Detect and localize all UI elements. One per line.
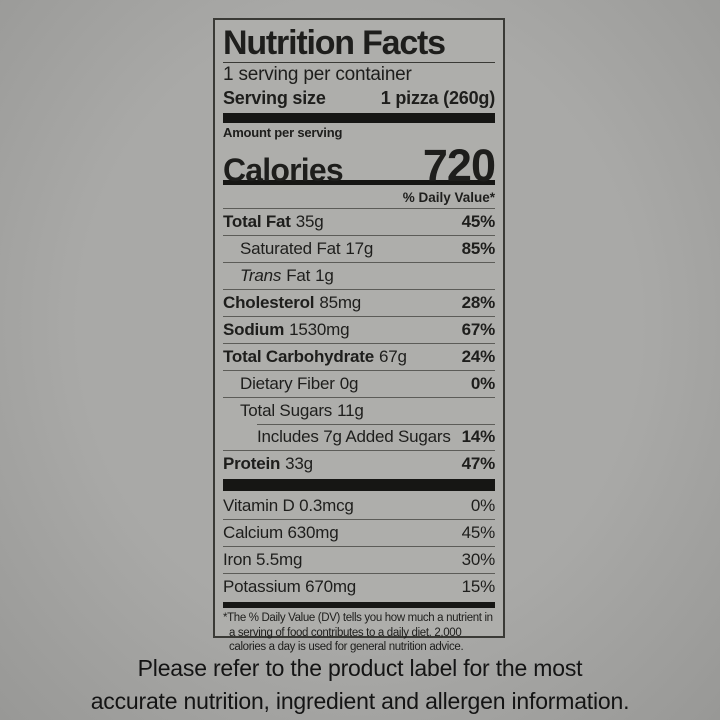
- nutrient-name: Protein: [223, 454, 281, 473]
- nutrient-amount: 67g: [379, 347, 407, 366]
- nutrient-name: Fat: [286, 266, 311, 285]
- vitamin-name: Vitamin D 0.3mcg: [223, 496, 354, 515]
- medium-divider-bar: [223, 180, 495, 185]
- nutrient-dv: 24%: [461, 347, 496, 366]
- nutrient-name: Saturated Fat: [240, 239, 341, 258]
- vitamin-row-calcium: Calcium 630mg 45%: [223, 519, 495, 546]
- disclaimer-line-1: Please refer to the product label for th…: [137, 655, 583, 681]
- nutrient-dv: 28%: [461, 293, 496, 312]
- nutrient-row-saturated-fat: Saturated Fat 17g 85%: [223, 235, 495, 262]
- nutrient-dv: 0%: [470, 374, 495, 393]
- vitamin-row-vitamin-d: Vitamin D 0.3mcg 0%: [223, 493, 495, 519]
- nutrient-amount: 1g: [315, 266, 334, 285]
- nutrient-name: Total Carbohydrate: [223, 347, 374, 366]
- nutrient-name: Total Sugars: [240, 401, 333, 420]
- thick-divider-bar: [223, 479, 495, 491]
- vitamin-dv: 45%: [461, 523, 496, 542]
- label-title: Nutrition Facts: [223, 25, 495, 63]
- nutrient-row-total-sugars: Total Sugars 11g: [223, 397, 495, 424]
- nutrition-facts-label: Nutrition Facts 1 serving per container …: [213, 18, 505, 653]
- nutrient-dv: 67%: [461, 320, 496, 339]
- nutrient-amount: 0g: [339, 374, 359, 393]
- serving-size-value: 1 pizza (260g): [380, 88, 495, 108]
- nutrient-dv: 14%: [461, 427, 496, 446]
- nutrient-name: Includes 7g Added Sugars: [257, 427, 451, 446]
- nutrient-name: Dietary Fiber: [240, 374, 335, 393]
- nutrient-row-protein: Protein 33g 47%: [223, 450, 495, 477]
- amount-per-serving-label: Amount per serving: [223, 125, 343, 140]
- nutrient-row-dietary-fiber: Dietary Fiber 0g 0%: [223, 370, 495, 397]
- servings-per-container: 1 serving per container: [223, 64, 412, 85]
- calories-label: Calories: [223, 152, 344, 188]
- disclaimer-line-2: accurate nutrition, ingredient and aller…: [90, 688, 630, 714]
- daily-value-footnote: *The % Daily Value (DV) tells you how mu…: [223, 612, 493, 653]
- daily-value-header: % Daily Value*: [402, 190, 495, 205]
- vitamin-dv: 0%: [470, 496, 495, 515]
- vitamin-name: Potassium 670mg: [223, 577, 357, 596]
- nutrient-row-total-fat: Total Fat 35g 45%: [223, 208, 495, 235]
- calories-value: 720: [422, 140, 496, 191]
- nutrient-amount: 17g: [345, 239, 374, 258]
- nutrient-amount: 1530mg: [289, 320, 350, 339]
- nutrient-amount: 11g: [337, 401, 364, 420]
- vitamin-name: Calcium 630mg: [223, 523, 339, 542]
- serving-size-label: Serving size: [223, 88, 326, 108]
- vitamin-row-potassium: Potassium 670mg 15%: [223, 573, 495, 600]
- nutrient-name: Total Fat: [223, 212, 291, 231]
- nutrient-name-italic: Trans: [240, 266, 282, 285]
- disclaimer-caption: Please refer to the product label for th…: [0, 652, 720, 718]
- nutrient-amount: 33g: [285, 454, 313, 473]
- nutrient-row-total-carbohydrate: Total Carbohydrate 67g 24%: [223, 343, 495, 370]
- serving-size-row: Serving size 1 pizza (260g): [223, 86, 495, 110]
- calories-row: Calories 720: [223, 140, 496, 191]
- vitamin-dv: 15%: [461, 577, 496, 596]
- nutrient-amount: 85mg: [319, 293, 362, 312]
- nutrient-dv: 85%: [461, 239, 496, 258]
- vitamin-dv: 30%: [461, 550, 496, 569]
- nutrient-name: Cholesterol: [223, 293, 315, 312]
- thick-divider-bar: [223, 113, 495, 123]
- nutrient-row-added-sugars: Includes 7g Added Sugars 14%: [223, 424, 495, 450]
- nutrient-dv: 45%: [461, 212, 496, 231]
- nutrient-amount: 35g: [295, 212, 324, 231]
- nutrient-row-sodium: Sodium 1530mg 67%: [223, 316, 495, 343]
- nutrient-name: Sodium: [223, 320, 285, 339]
- nutrient-row-cholesterol: Cholesterol 85mg 28%: [223, 289, 495, 316]
- footnote-divider-bar: [223, 602, 495, 608]
- nutrient-dv: 47%: [461, 454, 496, 473]
- vitamin-name: Iron 5.5mg: [223, 550, 303, 569]
- nutrient-row-trans-fat: Trans Fat 1g: [223, 262, 495, 289]
- vitamin-row-iron: Iron 5.5mg 30%: [223, 546, 495, 573]
